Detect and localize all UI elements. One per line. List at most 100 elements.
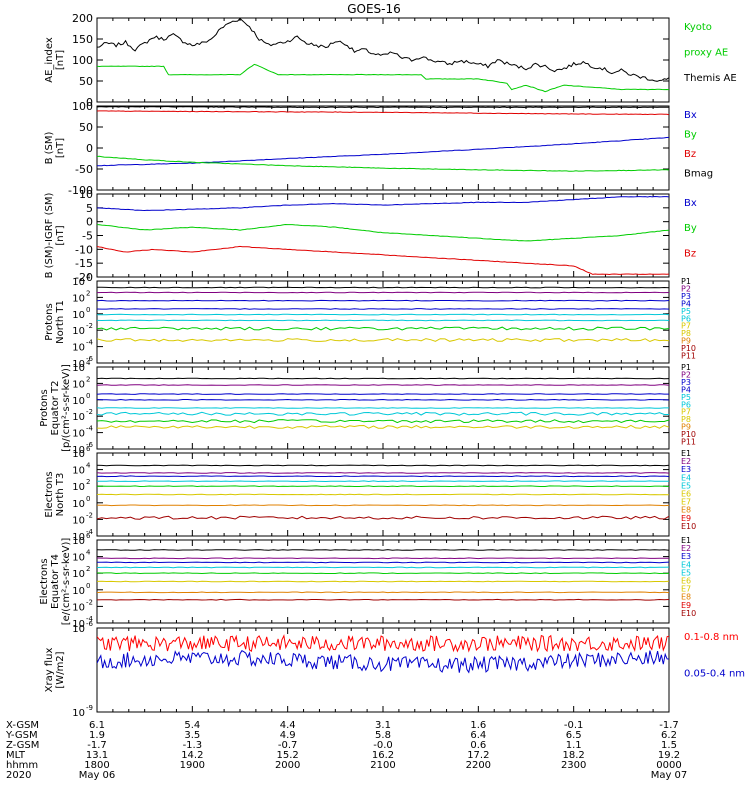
- series-line-p7: [97, 419, 669, 424]
- series-line-e7: [97, 591, 669, 594]
- y-axis-label: [nT]: [55, 138, 66, 158]
- series-line-e3: [97, 475, 669, 478]
- series-line-p8: [97, 338, 669, 343]
- y-tick-exponent: -4: [86, 339, 94, 347]
- y-tick-label: -100: [68, 184, 93, 197]
- legend-entry: P4: [681, 299, 691, 308]
- panel-1: 0 50 100 150 200 AE_index [nT] Kyoto proxy AE The…: [44, 12, 737, 109]
- y-axis-label: Protons: [44, 303, 55, 340]
- legend-entry: P4: [681, 385, 691, 394]
- y-tick-exponent: 0: [86, 582, 90, 590]
- y-axis-label: [e/(cm²-s-sr-keV)]: [61, 538, 72, 626]
- legend-entry: P11: [681, 438, 696, 447]
- orbit-row-value: 6.5: [566, 730, 582, 741]
- series-line-p5: [97, 407, 669, 409]
- legend-entry: P3: [681, 378, 691, 387]
- series-group: [97, 549, 669, 601]
- orbit-row-value: May 06: [79, 770, 116, 781]
- y-tick-exponent: -2: [86, 598, 93, 606]
- series-group: [97, 18, 669, 93]
- legend-entry: Bz: [684, 149, 696, 160]
- y-tick-label: -20: [75, 271, 93, 284]
- legend-entry: E6: [681, 577, 691, 586]
- y-tick-label: 0: [86, 216, 93, 229]
- y-tick-exponent: 4: [86, 549, 91, 557]
- orbit-row-label: X-GSM: [6, 720, 39, 731]
- legend-entry: Kyoto: [684, 22, 712, 33]
- legend-entry: P1: [681, 363, 691, 372]
- series-line-themis-ae: [97, 18, 669, 82]
- series-line-kyoto-proxy-ae: [97, 63, 669, 93]
- panel-2: -100 -50 0 50 100 B (SM) [nT] Bx By Bz Bmag: [44, 100, 713, 197]
- orbit-row-value: 1.1: [566, 740, 582, 751]
- y-tick-exponent: 2: [86, 478, 90, 486]
- legend-entry: P11: [681, 352, 696, 361]
- series-line-bx: [97, 195, 669, 212]
- y-tick-exponent: -4: [86, 528, 94, 536]
- y-tick-exponent: 0: [86, 306, 90, 314]
- y-tick-exponent: 4: [86, 273, 91, 281]
- series-group: [97, 634, 669, 674]
- legend-entry: E5: [681, 481, 691, 490]
- orbit-row-value: 0.6: [470, 740, 486, 751]
- y-tick-label: 10: [72, 536, 85, 547]
- legend-entry: E10: [681, 522, 696, 531]
- y-tick-exponent: 6: [86, 532, 91, 540]
- series-line-e1: [97, 549, 669, 551]
- legend-entry: Bmag: [684, 169, 713, 180]
- orbit-row-value: 1900: [180, 760, 205, 771]
- series-line-by: [97, 155, 669, 172]
- orbit-row-value: 2200: [466, 760, 491, 771]
- orbit-row-value: 6.4: [470, 730, 486, 741]
- panel-frame: [96, 105, 670, 191]
- y-tick-label: 10: [72, 310, 85, 321]
- orbit-row-value: 6.1: [89, 720, 105, 731]
- orbit-row-value: 17.2: [467, 750, 489, 761]
- orbit-row-value: 2000: [275, 760, 300, 771]
- y-axis-label: B (SM)-IGRF (SM): [44, 193, 55, 279]
- y-tick-label: 100: [72, 54, 93, 67]
- legend-entry: E10: [681, 609, 696, 618]
- orbit-row-value: -0.7: [278, 740, 298, 751]
- legend-entry: E8: [681, 506, 691, 515]
- series-line-p1: [97, 286, 669, 289]
- orbit-row-label: Y-GSM: [5, 730, 38, 741]
- series-line-e3: [97, 561, 669, 564]
- series-line-p2: [97, 291, 669, 294]
- y-tick-label: -10: [75, 243, 93, 256]
- y-tick-label: 0: [86, 96, 93, 109]
- legend-entry: E6: [681, 490, 691, 499]
- orbit-row-value: 1.6: [470, 720, 486, 731]
- y-tick-label: 50: [79, 121, 93, 134]
- y-tick-exponent: -2: [86, 408, 93, 416]
- y-tick-exponent: -4: [86, 425, 94, 433]
- legend-entry: E2: [681, 544, 691, 553]
- y-tick-exponent: 2: [86, 375, 90, 383]
- legend-entry: E1: [681, 449, 691, 458]
- orbit-row-value: 16.2: [372, 750, 394, 761]
- y-tick-label: 100: [72, 100, 93, 113]
- orbit-row-value: -1.7: [659, 720, 679, 731]
- series-line-e6: [97, 580, 669, 583]
- orbit-row-value: 1.9: [89, 730, 105, 741]
- series-line-e8: [97, 515, 669, 520]
- series-line-e6: [97, 493, 669, 496]
- legend-entry: 0.05-0.4 nm: [684, 669, 745, 680]
- legend-entry: Bz: [684, 248, 696, 259]
- orbit-row-value: 19.2: [658, 750, 680, 761]
- legend-entry: proxy AE: [684, 47, 728, 58]
- series-group: [97, 377, 669, 429]
- series-line-p6: [97, 319, 669, 322]
- y-tick-label: 10: [72, 359, 85, 370]
- orbit-row-value: 15.2: [277, 750, 299, 761]
- orbit-row-value: 4.9: [280, 730, 296, 741]
- series-line-by: [97, 223, 669, 242]
- panel-frame: [96, 17, 670, 103]
- series-line-p5: [97, 313, 669, 316]
- y-axis-label: [p/(cm²-s-sr-keV)]: [61, 364, 72, 452]
- y-axis-label: Electrons: [44, 471, 55, 517]
